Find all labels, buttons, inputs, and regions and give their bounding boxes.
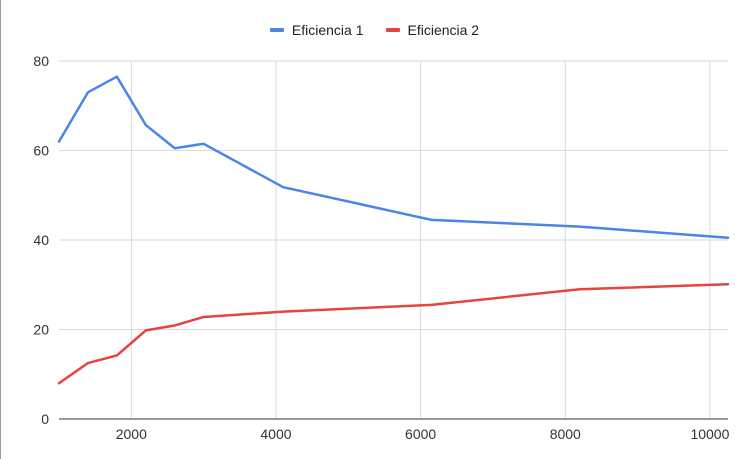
legend-item-series-2[interactable]: Eficiencia 2 <box>385 22 480 38</box>
legend-label-series-2: Eficiencia 2 <box>407 22 480 38</box>
y-tick-label-20: 20 <box>33 322 49 338</box>
chart-left-border <box>0 0 1 459</box>
series-line-1 <box>57 75 730 240</box>
legend-label-series-1: Eficiencia 1 <box>291 22 364 38</box>
y-tick-label-0: 0 <box>41 411 49 427</box>
y-tick-label-80: 80 <box>33 53 49 69</box>
chart-legend: Eficiencia 1 Eficiencia 2 <box>0 18 749 42</box>
y-tick-label-60: 60 <box>33 143 49 159</box>
series-line-2 <box>57 283 730 385</box>
y-tick-label-40: 40 <box>33 232 49 248</box>
x-tick-label-8000: 8000 <box>550 426 581 442</box>
x-tick-label-6000: 6000 <box>405 426 436 442</box>
legend-swatch-series-2 <box>385 28 400 32</box>
legend-item-series-1[interactable]: Eficiencia 1 <box>269 22 364 38</box>
x-tick-label-2000: 2000 <box>116 426 147 442</box>
legend-swatch-series-1 <box>269 28 284 32</box>
x-tick-label-4000: 4000 <box>260 426 291 442</box>
x-tick-label-10000: 10000 <box>690 426 729 442</box>
